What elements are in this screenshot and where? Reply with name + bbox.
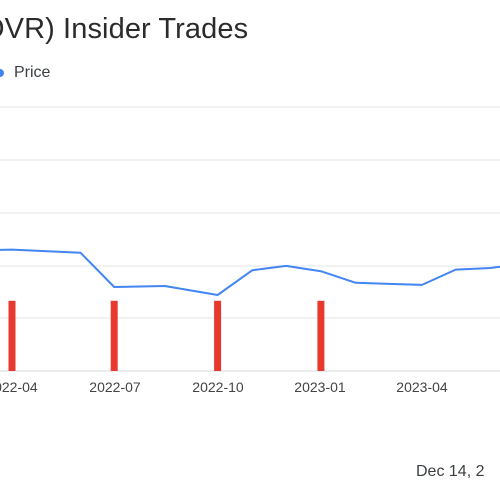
footer-date: Dec 14, 2 <box>416 463 485 480</box>
chart-legend: Price <box>0 63 50 83</box>
trade-bar <box>8 300 16 371</box>
x-tick-label: 2022-07 <box>89 379 141 395</box>
x-tick-label: 2023-01 <box>294 379 346 395</box>
x-tick-label: 2022-10 <box>192 379 244 395</box>
trade-bar <box>214 300 222 371</box>
legend-swatch-price <box>0 69 4 77</box>
grid-lines <box>0 106 500 372</box>
x-tick-label: 2022-04 <box>0 379 38 395</box>
chart-title: OVR) Insider Trades <box>0 13 249 45</box>
price-line <box>0 248 500 296</box>
legend-label-price: Price <box>14 64 51 81</box>
price-line-group <box>0 248 500 296</box>
x-tick-label: 2023-04 <box>396 379 448 395</box>
trade-bar <box>317 300 325 371</box>
trade-bars <box>8 300 325 371</box>
trade-bar <box>110 300 118 371</box>
